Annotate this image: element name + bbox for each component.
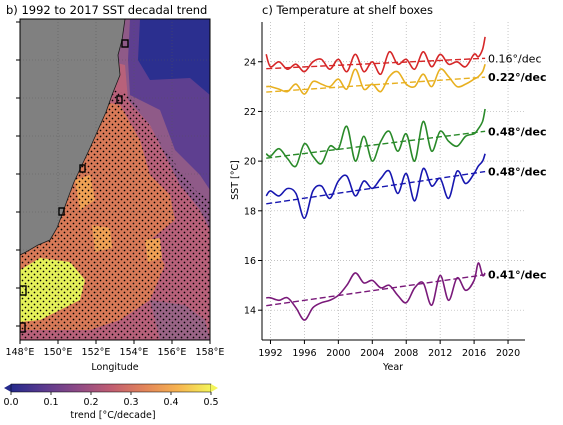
shelf-boxes [20,39,129,333]
trend-label-5: 0.41°/dec [488,269,547,282]
x-tick-label: 2008 [394,348,418,359]
line-chart-xlabel: Year [382,362,403,373]
trend-label-4: 0.48°/dec [488,166,547,179]
trend-label-3: 0.48°/dec [488,125,547,138]
map-x-axis: 148°E 150°E 152°E 154°E 156°E 158°E [6,340,225,358]
map-panel [20,19,210,340]
x-tick-label: 2004 [360,348,384,359]
map-xtick-label: 152°E [82,347,111,358]
shelf-box-4 [58,207,65,216]
series-line-1 [265,36,486,76]
map-grid [20,19,210,340]
map-y-ticks [16,21,20,327]
trend-line-2 [266,76,486,93]
trend-line-4 [266,170,486,205]
trend-line-5 [266,273,486,307]
x-tick-label: 2012 [428,348,452,359]
colorbar-extend-low [4,384,11,392]
map-xtick-label: 158°E [196,347,225,358]
trend-line-3 [266,130,486,159]
shelf-box-5 [20,285,27,296]
series-line-4 [265,153,486,220]
map-xtick-label: 150°E [44,347,73,358]
shelf-box-1 [121,39,129,48]
x-tick-label: 1992 [258,348,282,359]
colorbar-tick-label: 0.2 [83,397,98,408]
y-tick-label: 24 [244,57,256,68]
trend-line-1 [266,57,486,70]
colorbar-tick-label: 0.4 [163,397,178,408]
shelf-box-2 [116,95,123,104]
x-tick-label: 2020 [496,348,520,359]
series-line-5 [266,262,486,321]
line-chart-series [265,36,486,321]
map-xtick-label: 156°E [158,347,187,358]
line-chart-grid [262,22,525,340]
x-tick-label: 2016 [462,348,486,359]
shelf-box-3 [79,164,86,173]
colorbar [4,383,218,393]
y-tick-label: 18 [244,206,256,217]
map-xlabel: Longitude [91,362,138,373]
map-xtick-label: 148°E [6,347,35,358]
line-chart-ylabel: SST [°C] [230,160,241,200]
colorbar-label: trend [°C/decade] [70,410,155,421]
colorbar-extend-high [211,384,218,392]
x-tick-label: 1996 [292,348,316,359]
trend-label-2: 0.22°/dec [488,71,547,84]
y-tick-label: 20 [244,157,256,168]
map-xtick-label: 154°E [120,347,149,358]
trend-labels: 0.16°/dec 0.22°/dec 0.48°/dec 0.48°/dec 0.41… [488,52,547,281]
map-title: b) 1992 to 2017 SST decadal trend [6,3,207,17]
y-tick-label: 16 [244,256,256,267]
colorbar-tick-label: 0.5 [203,397,218,408]
y-tick-label: 14 [244,306,256,317]
map-stippling [20,80,210,340]
trend-label-1: 0.16°/dec [488,52,542,65]
map-frame [19,18,211,341]
colorbar-tick-label: 0.0 [3,397,18,408]
series-line-3 [265,108,486,168]
shelf-box-6 [20,322,26,333]
x-tick-label: 2000 [326,348,350,359]
series-line-2 [266,63,486,95]
colorbar-ticks: 0.0 0.1 0.2 0.3 0.4 0.5 [3,392,219,408]
colorbar-tick-label: 0.3 [123,397,138,408]
y-tick-label: 22 [244,107,256,118]
line-chart-title: c) Temperature at shelf boxes [262,3,433,17]
colorbar-bar [10,383,212,393]
line-chart-axes: 1992 1996 2000 2004 2008 2012 2016 2020 14 16 18 20… [244,22,525,359]
colorbar-tick-label: 0.1 [43,397,58,408]
